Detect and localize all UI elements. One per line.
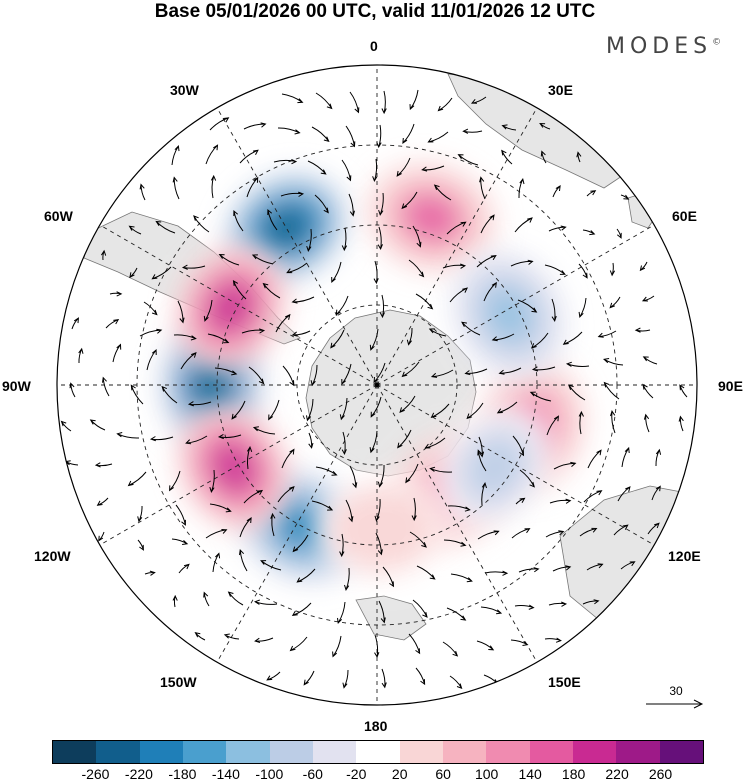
colorbar-cell-5	[269, 741, 313, 763]
colorbar-cell-1	[96, 741, 140, 763]
colorbar-tick-6: -20	[346, 766, 367, 782]
landmasses	[83, 73, 697, 641]
colorbar-cell-3	[182, 741, 227, 763]
map-title: Base 05/01/2026 00 UTC, valid 11/01/2026…	[154, 1, 596, 22]
anomaly-center-0	[224, 171, 349, 285]
wind-vectors	[60, 89, 688, 690]
colorbar-tick-4: -100	[255, 766, 284, 782]
label-90w: 90W	[2, 378, 31, 394]
colorbar-cell-7	[356, 741, 400, 763]
map-boundary	[56, 64, 698, 706]
label-120e: 120E	[668, 548, 701, 564]
label-30e: 30E	[548, 82, 573, 98]
label-30w: 30W	[170, 82, 199, 98]
label-120w: 120W	[34, 548, 71, 564]
brand-mark: ©	[712, 37, 722, 48]
brand-name: MODES	[606, 34, 713, 59]
colorbar-tick-9: 100	[474, 766, 499, 782]
colorbar-cell-10	[486, 741, 530, 763]
label-60w: 60W	[44, 208, 73, 224]
reference-vector-label: 30	[669, 684, 683, 698]
anomaly-center-3	[367, 163, 496, 272]
colorbar-tick-3: -140	[211, 766, 240, 782]
colorbar-tick-5: -60	[302, 766, 323, 782]
colorbar-tick-13: 260	[648, 766, 673, 782]
anomaly-center-10	[316, 476, 448, 582]
colorbar-cell-8	[399, 741, 443, 763]
colorbar-tick-2: -180	[168, 766, 197, 782]
colorbar-tick-0: -260	[81, 766, 110, 782]
colorbar-cell-11	[529, 741, 573, 763]
colorbar-tick-10: 140	[518, 766, 542, 782]
colorbar-tick-1: -220	[124, 766, 153, 782]
colorbar-cell-0	[53, 741, 97, 763]
colorbar	[52, 740, 704, 764]
colorbar-tick-11: 180	[561, 766, 586, 782]
new-zealand-land	[355, 595, 427, 641]
colorbar-cell-12	[572, 741, 617, 763]
polar-map	[56, 64, 698, 706]
colorbar-cell-4	[226, 741, 270, 763]
graticule	[57, 65, 697, 705]
colorbar-tick-8: 60	[435, 766, 451, 782]
south-pole-marker	[374, 382, 380, 388]
colorbar-cell-6	[312, 741, 357, 763]
label-0: 0	[370, 38, 378, 54]
anomaly-center-8	[453, 252, 565, 378]
label-150w: 150W	[160, 674, 197, 690]
anomaly-center-4	[175, 244, 287, 370]
label-60e: 60E	[672, 208, 697, 224]
colorbar-cell-14	[659, 741, 703, 763]
colorbar-cell-9	[442, 741, 487, 763]
colorbar-ticks: -260 -220 -180 -140 -100 -60 -20 20 60 100 140 180 2…	[0, 766, 750, 784]
reference-vector-arrow	[646, 699, 704, 709]
colorbar-cell-2	[139, 741, 183, 763]
label-90e: 90E	[718, 378, 743, 394]
colorbar-tick-12: 220	[605, 766, 629, 782]
label-150e: 150E	[548, 674, 581, 690]
modes-logo: MODES©	[606, 34, 721, 59]
colorbar-tick-7: 20	[391, 766, 408, 782]
colorbar-cell-13	[616, 741, 660, 763]
madagascar-land	[627, 191, 661, 229]
label-180: 180	[364, 718, 388, 734]
